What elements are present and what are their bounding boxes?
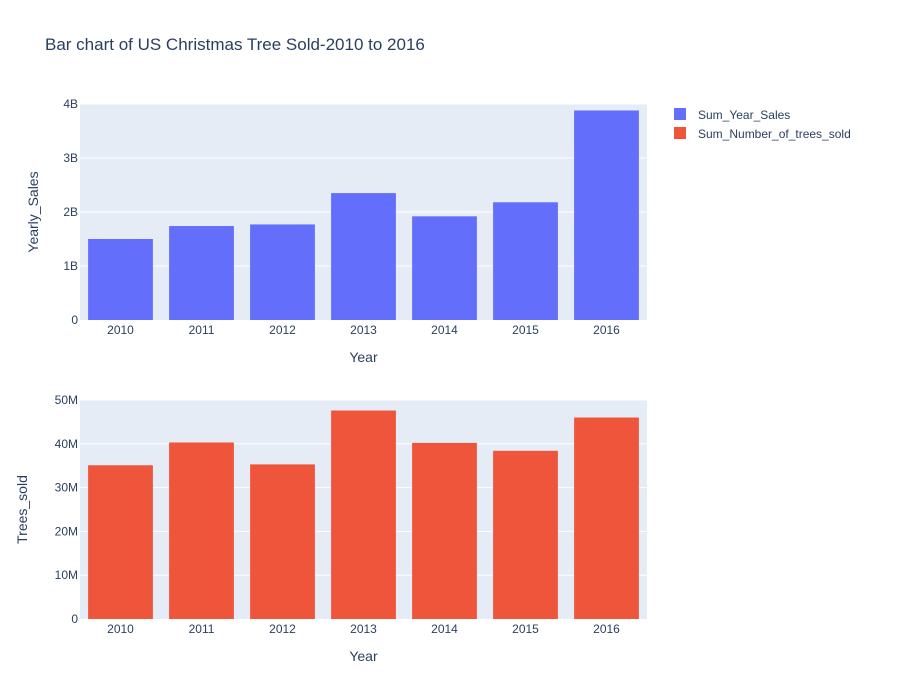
y-axis-title: Trees_sold (14, 475, 30, 544)
legend-swatch-trees (674, 127, 686, 139)
x-tick-label: 2014 (431, 323, 458, 337)
x-tick-label: 2011 (189, 622, 215, 636)
x-tick-label: 2015 (512, 323, 539, 337)
y-tick-label: 20M (55, 524, 78, 538)
x-axis-title: Year (349, 648, 378, 664)
legend-swatch-sales (674, 108, 686, 120)
bar-2014[interactable] (412, 442, 477, 619)
x-tick-label: 2013 (350, 622, 377, 636)
x-tick-label: 2012 (269, 323, 296, 337)
bar-2012[interactable] (250, 224, 315, 320)
bar-2015[interactable] (493, 450, 558, 619)
x-tick-label: 2016 (593, 323, 620, 337)
x-tick-label: 2016 (593, 622, 620, 636)
trees-sold-subplot: 0 10M 20M 30M 40M 50M 2010 2011 2012 2013 2014 2015… (14, 393, 647, 664)
x-tick-label: 2011 (189, 323, 215, 337)
bar-2016[interactable] (574, 417, 639, 619)
y-tick-label: 4B (63, 97, 78, 111)
y-tick-label: 1B (63, 259, 78, 273)
y-tick-label: 50M (55, 393, 78, 407)
y-tick-label: 3B (63, 151, 78, 165)
bar-2015[interactable] (493, 202, 558, 320)
x-tick-label: 2014 (431, 622, 458, 636)
y-tick-label: 40M (55, 437, 78, 451)
x-tick-label: 2012 (269, 622, 296, 636)
bar-2013[interactable] (331, 410, 396, 619)
y-tick-label: 2B (63, 205, 78, 219)
x-tick-label: 2015 (512, 622, 539, 636)
legend-item-trees[interactable]: Sum_Number_of_trees_sold (674, 127, 851, 141)
bar-2010[interactable] (88, 465, 153, 619)
y-tick-label: 30M (55, 481, 78, 495)
bar-2014[interactable] (412, 216, 477, 320)
sales-subplot: 0 1B 2B 3B 4B 2010 2011 2012 2013 2014 2015 2016 Yea… (25, 97, 647, 365)
legend[interactable]: Sum_Year_Sales Sum_Number_of_trees_sold (674, 108, 851, 141)
bar-2011[interactable] (169, 442, 234, 619)
x-tick-label: 2013 (350, 323, 377, 337)
x-tick-label: 2010 (107, 622, 134, 636)
y-tick-label: 0 (71, 313, 78, 327)
chart-title: Bar chart of US Christmas Tree Sold-2010… (45, 35, 425, 54)
x-tick-label: 2010 (107, 323, 134, 337)
x-axis-title: Year (349, 349, 378, 365)
legend-item-sales[interactable]: Sum_Year_Sales (674, 108, 790, 122)
y-tick-label: 0 (71, 612, 78, 626)
bar-2011[interactable] (169, 226, 234, 320)
bar-2013[interactable] (331, 193, 396, 320)
bar-2010[interactable] (88, 239, 153, 320)
bar-2016[interactable] (574, 110, 639, 320)
legend-label-trees: Sum_Number_of_trees_sold (698, 127, 851, 141)
bar-2012[interactable] (250, 464, 315, 619)
legend-label-sales: Sum_Year_Sales (698, 108, 790, 122)
y-axis-title: Yearly_Sales (25, 171, 41, 252)
y-tick-label: 10M (55, 568, 78, 582)
